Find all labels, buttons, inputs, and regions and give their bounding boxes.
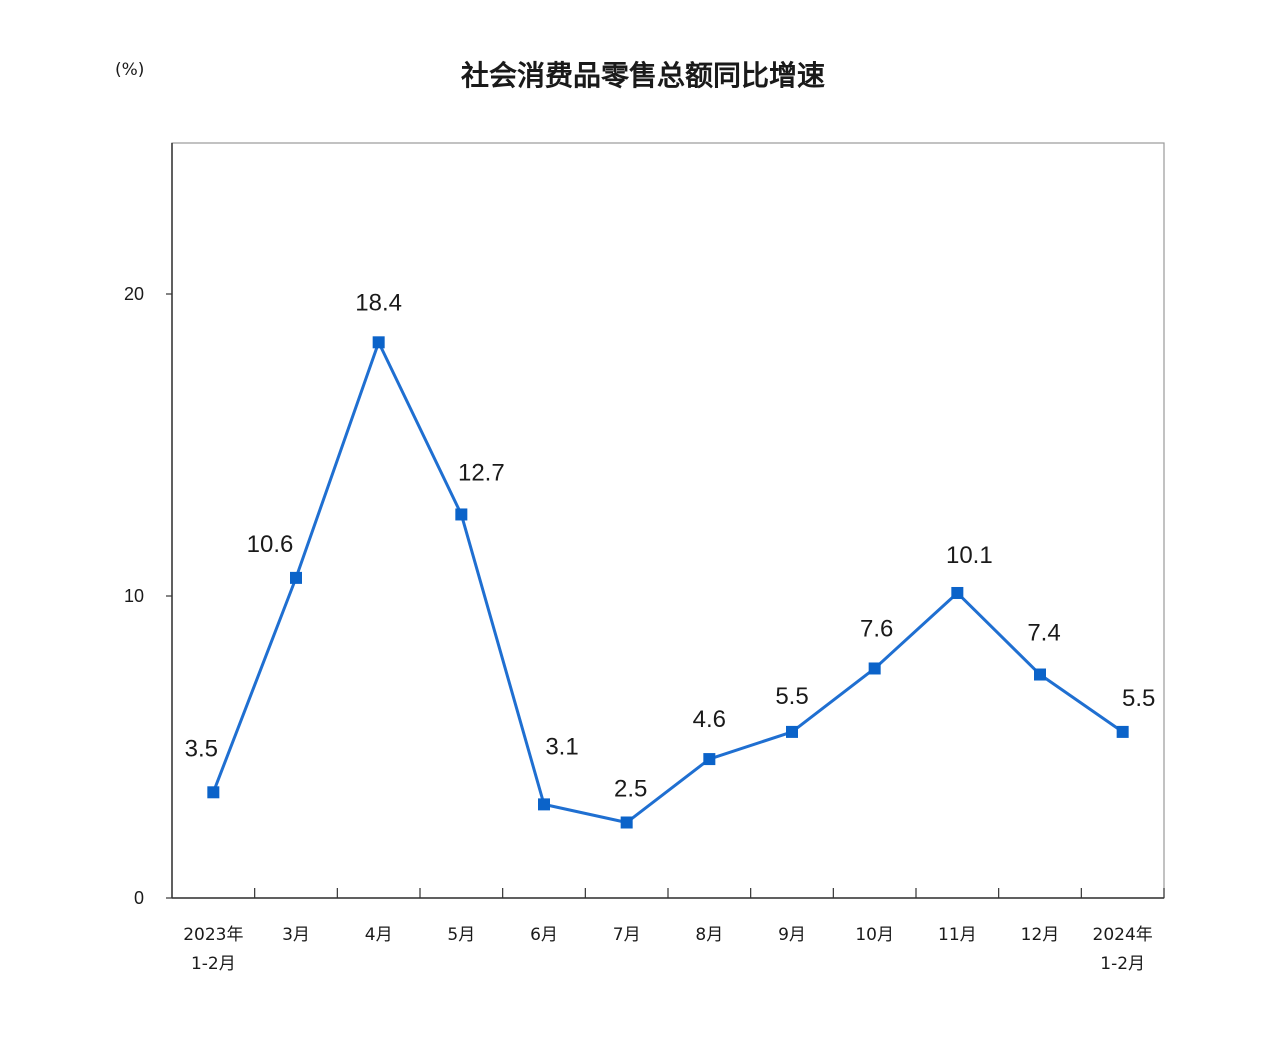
axes: 0 10 20 <box>124 143 1165 908</box>
x-tick-label: 10月 <box>855 925 894 945</box>
data-label: 2.5 <box>614 776 647 803</box>
data-point-marker <box>207 786 220 799</box>
data-label: 3.5 <box>185 735 218 762</box>
x-tick-label: 7月 <box>613 925 641 945</box>
x-tick-label: 9月 <box>778 925 806 945</box>
data-point-marker <box>538 798 550 811</box>
x-tick-label-line2: 1-2月 <box>191 954 236 974</box>
chart-title: 社会消费品零售总额同比增速 <box>461 59 825 92</box>
data-label: 5.5 <box>1122 685 1155 712</box>
data-label: 7.4 <box>1027 620 1060 647</box>
markers-layer <box>207 336 1129 829</box>
series-line <box>211 340 1124 824</box>
x-tick-label: 8月 <box>695 925 723 945</box>
data-label: 10.1 <box>946 542 993 569</box>
data-point-marker <box>455 508 468 521</box>
series-line-layer <box>211 340 1124 824</box>
data-labels-layer: 3.5 10.6 18.4 12.7 3.1 2.5 4.6 5.5 7.6 10.1 7.4 5.5 <box>185 289 1156 802</box>
data-point-marker <box>703 753 716 766</box>
x-tick-label: 6月 <box>530 925 558 945</box>
data-label: 7.6 <box>860 615 893 642</box>
y-unit-label: (%) <box>115 60 144 80</box>
x-tick-labels-layer: 2023年 1-2月 3月 4月 5月 6月 7月 8月 9月 10月 11月 12月 2024年 1-2… <box>183 925 1153 974</box>
data-label: 18.4 <box>355 289 402 316</box>
x-tick-label: 5月 <box>447 925 475 945</box>
data-point-marker <box>786 725 798 738</box>
data-label: 12.7 <box>458 459 505 486</box>
x-tick-label-line2: 1-2月 <box>1100 954 1145 974</box>
data-point-marker <box>290 571 302 584</box>
x-tick-label: 4月 <box>365 925 393 945</box>
data-point-marker <box>1034 668 1046 681</box>
data-point-marker <box>372 336 385 349</box>
x-tick-label: 12月 <box>1021 925 1060 945</box>
y-tick-label: 10 <box>124 586 144 606</box>
data-point-marker <box>951 586 964 599</box>
x-tick-label: 11月 <box>938 925 977 945</box>
x-tick-label: 3月 <box>282 925 310 945</box>
data-label: 4.6 <box>693 706 726 733</box>
y-tick-label: 20 <box>124 284 144 304</box>
data-label: 3.1 <box>545 733 578 760</box>
data-point-marker <box>620 816 633 829</box>
plot-frame <box>171 142 1165 899</box>
x-tick-label: 2023年 <box>183 925 243 945</box>
data-point-marker <box>1116 725 1129 738</box>
y-tick-label: 0 <box>134 888 144 908</box>
data-point-marker <box>868 662 881 675</box>
data-label: 10.6 <box>247 531 294 558</box>
x-tick-label: 2024年 <box>1093 925 1153 945</box>
data-label: 5.5 <box>775 683 808 710</box>
